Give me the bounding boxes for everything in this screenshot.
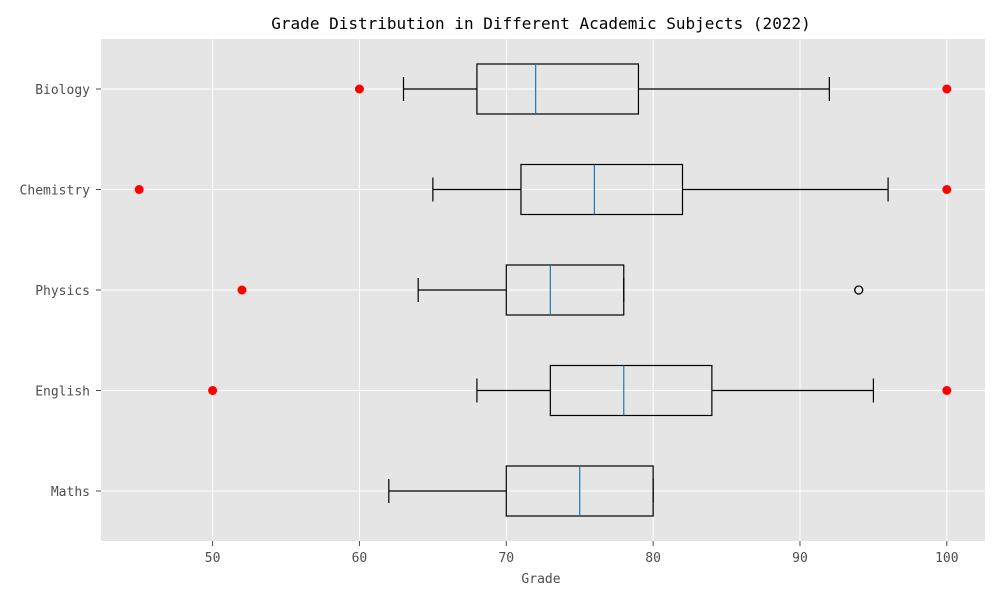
y-tick-label: English: [35, 385, 90, 400]
x-tick-label: 90: [792, 551, 808, 566]
outlier-point: [354, 84, 364, 94]
box-maths: [388, 465, 654, 517]
box-iqr: [549, 364, 713, 417]
boxes: [134, 63, 952, 517]
x-axis-label: Grade: [521, 572, 560, 587]
x-tick-label: 50: [205, 551, 221, 566]
y-tick-label: Physics: [35, 284, 90, 299]
y-tick-label: Chemistry: [20, 184, 91, 199]
chart-title: Grade Distribution in Different Academic…: [271, 14, 810, 33]
x-tick-label: 80: [645, 551, 661, 566]
outlier-point: [942, 185, 952, 194]
x-tick-label: 100: [935, 551, 958, 566]
y-tick-label: Biology: [35, 83, 90, 98]
outlier-point: [237, 285, 247, 295]
outlier-point: [134, 185, 144, 194]
box-iqr: [476, 63, 640, 115]
x-tick-label: 70: [498, 551, 514, 566]
flier-point: [854, 285, 864, 295]
box-iqr: [505, 264, 625, 316]
axis-ticks: 50 60 70 80 90 100 Biology Chemistry Physics Engl…: [20, 83, 959, 566]
box-chemistry: [134, 163, 952, 216]
box-english: [208, 364, 952, 417]
box-physics: [237, 264, 864, 316]
y-tick-label: Maths: [51, 485, 90, 500]
outlier-point: [942, 386, 952, 395]
outlier-point: [942, 84, 952, 94]
outlier-point: [208, 386, 218, 395]
box-biology: [354, 63, 952, 115]
x-tick-label: 60: [352, 551, 368, 566]
box-iqr: [520, 163, 684, 216]
